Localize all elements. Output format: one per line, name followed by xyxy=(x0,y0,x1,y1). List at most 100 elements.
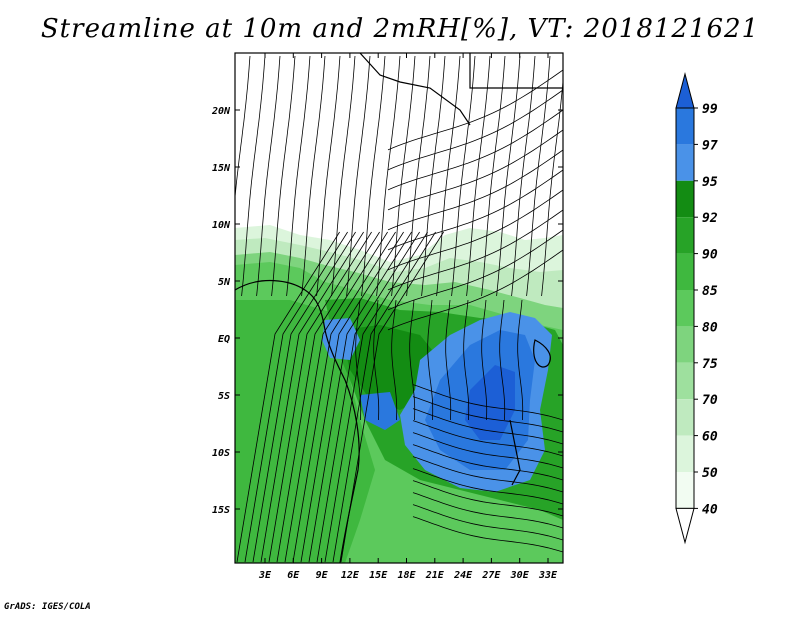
streamline xyxy=(373,299,380,421)
streamline xyxy=(526,55,551,297)
streamline xyxy=(241,55,266,297)
streamline xyxy=(308,231,412,563)
streamline xyxy=(284,231,388,563)
streamline xyxy=(481,299,488,421)
streamline xyxy=(412,504,563,541)
streamline xyxy=(412,396,563,433)
streamline xyxy=(387,109,563,191)
streamline xyxy=(496,55,521,297)
colorbar-level-label: 75 xyxy=(702,357,718,372)
lon-label: 18E xyxy=(397,570,416,581)
streamline xyxy=(271,55,296,297)
streamline xyxy=(324,231,428,563)
colorbar-level-label: 85 xyxy=(702,284,718,299)
colorbar-level-label: 50 xyxy=(702,466,718,481)
streamline xyxy=(412,420,563,457)
streamline xyxy=(300,231,404,563)
colorbar-box xyxy=(676,326,694,363)
streamline xyxy=(387,169,563,251)
streamline xyxy=(412,456,563,493)
streamline xyxy=(316,55,341,297)
page-title: Streamline at 10m and 2mRH[%], VT: 20181… xyxy=(40,14,760,44)
lat-label: 15S xyxy=(212,505,230,516)
lon-label: 15E xyxy=(369,570,388,581)
streamline xyxy=(412,480,563,517)
colorbar-box xyxy=(676,472,694,509)
streamline xyxy=(331,55,356,297)
colorbar-level-label: 99 xyxy=(702,102,718,117)
lat-label: EQ xyxy=(218,334,230,345)
lat-label: 15N xyxy=(212,163,231,174)
streamline xyxy=(436,55,461,297)
lon-label: 12E xyxy=(341,570,360,581)
streamline xyxy=(387,89,563,171)
streamline xyxy=(406,55,431,297)
colorbar-box xyxy=(676,290,694,327)
rh-band-92 xyxy=(340,325,440,410)
streamline xyxy=(301,55,326,297)
streamline xyxy=(387,249,563,331)
rh-band-97-west xyxy=(360,392,400,430)
colorbar-box xyxy=(676,144,694,181)
colorbar-box xyxy=(676,217,694,254)
streamline xyxy=(427,299,434,421)
streamline xyxy=(292,231,396,563)
colorbar-level-label: 60 xyxy=(702,430,718,445)
lon-label: 3E xyxy=(258,570,272,581)
colorbar-box xyxy=(676,108,694,145)
lat-label: 10S xyxy=(212,448,230,459)
streamline xyxy=(387,129,563,211)
streamline xyxy=(451,55,476,297)
colorbar-underflow-arrow xyxy=(675,507,695,545)
streamline xyxy=(412,432,563,469)
grads-credit: GrADS: IGES/COLA xyxy=(4,602,91,612)
colorbar-box xyxy=(676,435,694,472)
streamline xyxy=(387,229,563,311)
streamline xyxy=(412,408,563,445)
streamline xyxy=(387,189,563,271)
colorbar-level-label: 92 xyxy=(702,211,718,226)
streamline xyxy=(412,468,563,505)
lon-label: 6E xyxy=(287,570,300,581)
streamline xyxy=(355,299,362,421)
streamline xyxy=(268,231,372,563)
streamline xyxy=(412,516,563,553)
streamline xyxy=(409,299,416,421)
streamline xyxy=(387,69,563,151)
streamline xyxy=(517,299,524,421)
lon-label: 9E xyxy=(316,570,329,581)
colorbar-level-label: 80 xyxy=(702,320,718,335)
streamline xyxy=(387,149,563,231)
colorbar-level-label: 70 xyxy=(702,393,718,408)
lat-label: 5N xyxy=(218,277,231,288)
streamline xyxy=(387,209,563,291)
streamline xyxy=(541,76,563,297)
streamline xyxy=(466,55,491,297)
streamline xyxy=(445,299,452,421)
streamline xyxy=(286,55,311,297)
colorbar-boxes xyxy=(675,72,695,545)
map-frame xyxy=(234,52,564,564)
streamline xyxy=(412,384,563,421)
streamline xyxy=(256,55,281,297)
lon-label: 21E xyxy=(425,570,445,581)
streamline xyxy=(236,231,340,563)
streamline xyxy=(316,231,420,563)
lon-label: 33E xyxy=(538,570,558,581)
colorbar-level-label: 90 xyxy=(702,248,718,263)
lat-label: 20N xyxy=(211,106,231,117)
streamline xyxy=(391,55,416,297)
lon-label: 27E xyxy=(481,570,501,581)
colorbar-box xyxy=(676,253,694,290)
streamline xyxy=(391,299,398,421)
lon-label: 24E xyxy=(453,570,473,581)
streamline xyxy=(361,55,386,297)
streamline xyxy=(252,231,356,563)
colorbar-box xyxy=(676,180,694,218)
colorbar-labels: 99 97 95 92 90 85 80 75 70 60 50 40 xyxy=(694,102,718,517)
streamline xyxy=(412,492,563,529)
streamline xyxy=(463,299,470,421)
colorbar-box xyxy=(676,399,694,436)
